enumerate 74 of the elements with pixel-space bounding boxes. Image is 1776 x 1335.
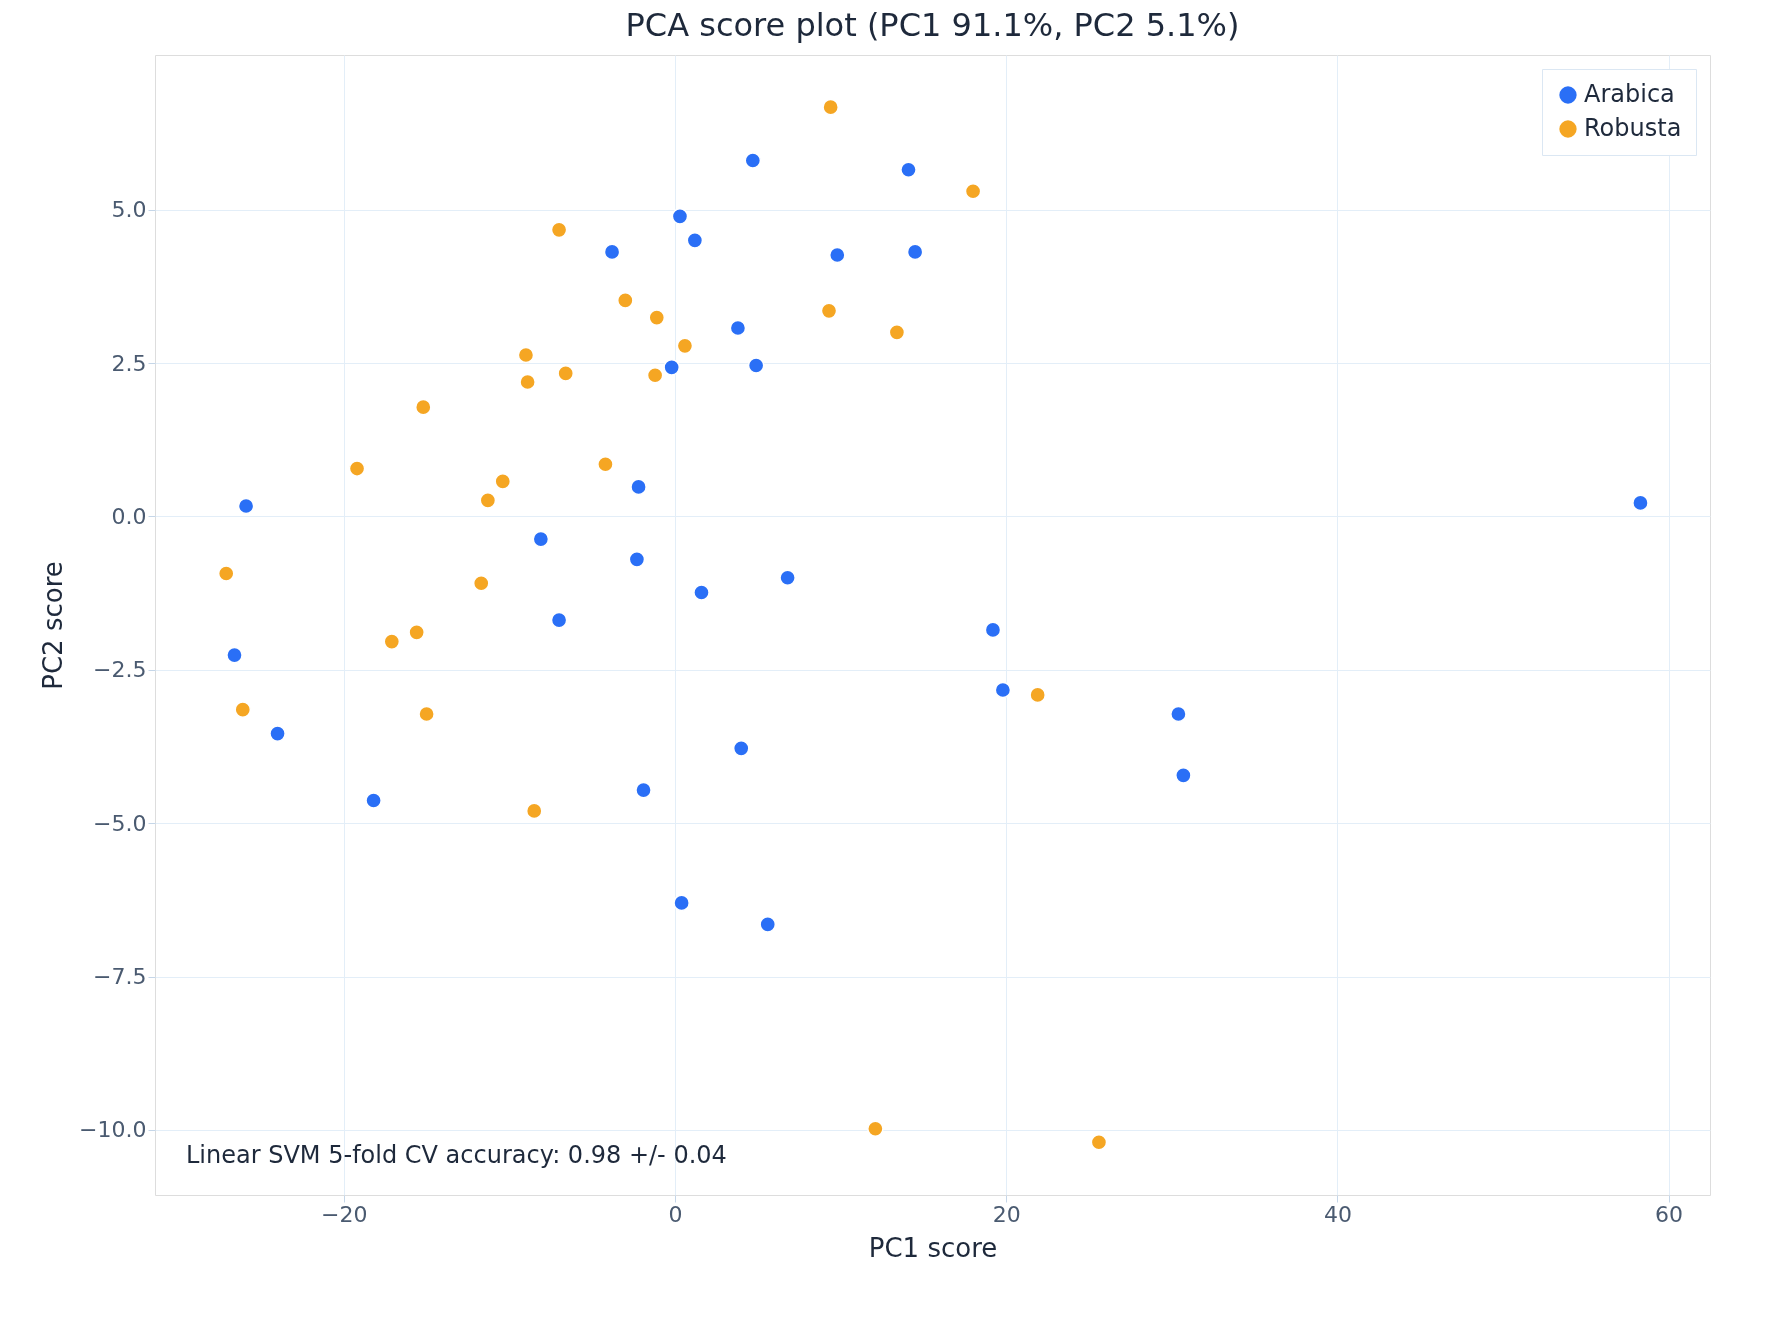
- point: [671, 208, 689, 225]
- point: [517, 346, 535, 364]
- point: [234, 701, 252, 718]
- point: [888, 324, 906, 341]
- y-tick-label: −10.0: [79, 1117, 147, 1143]
- point: [1170, 705, 1187, 723]
- point: [383, 633, 401, 650]
- point: [1090, 1133, 1108, 1151]
- x-tick-label: 0: [668, 1201, 683, 1227]
- point: [648, 309, 666, 326]
- point: [226, 646, 243, 664]
- legend-label: Robusta: [1584, 114, 1682, 142]
- point: [964, 182, 982, 200]
- point: [616, 292, 634, 309]
- point: [550, 611, 568, 629]
- point: [603, 243, 621, 261]
- point: [525, 802, 543, 820]
- point: [365, 792, 382, 809]
- point: [550, 221, 568, 239]
- point: [732, 740, 750, 757]
- point: [673, 894, 690, 912]
- point: [269, 725, 286, 742]
- point: [822, 98, 839, 116]
- point: [906, 243, 924, 261]
- point: [628, 551, 646, 568]
- y-tick-label: −2.5: [93, 657, 147, 683]
- point: [217, 565, 235, 582]
- point: [635, 781, 652, 799]
- point: [1632, 494, 1649, 512]
- point: [414, 398, 432, 416]
- y-axis-title: PC2 score: [38, 561, 69, 690]
- point: [867, 1120, 884, 1138]
- y-tick-label: 2.5: [111, 350, 147, 376]
- point: [779, 569, 796, 587]
- point: [472, 574, 490, 592]
- point: [994, 681, 1012, 699]
- x-tick-label: −20: [321, 1201, 368, 1227]
- point: [597, 455, 614, 473]
- point: [828, 246, 846, 264]
- legend-label: Arabica: [1584, 80, 1675, 108]
- y-tick-label: 0.0: [111, 503, 147, 529]
- point: [630, 478, 647, 496]
- point: [686, 231, 704, 249]
- point: [1029, 686, 1046, 704]
- point: [663, 358, 681, 376]
- point: [759, 916, 777, 933]
- point: [494, 473, 512, 490]
- point: [729, 319, 747, 337]
- point: [348, 460, 366, 477]
- point: [237, 497, 255, 515]
- annotation: Linear SVM 5-fold CV accuracy: 0.98 +/- 0.04: [186, 1141, 727, 1169]
- point: [519, 373, 536, 391]
- point: [984, 621, 1002, 639]
- point: [693, 584, 710, 601]
- x-tick-label: 40: [1323, 1201, 1352, 1227]
- x-tick-label: 60: [1655, 1201, 1684, 1227]
- point: [747, 357, 765, 374]
- point: [418, 705, 435, 723]
- point: [744, 152, 762, 169]
- point: [676, 337, 694, 355]
- x-tick-label: 20: [992, 1201, 1021, 1227]
- y-tick-label: −7.5: [93, 964, 147, 990]
- chart-title: PCA score plot (PC1 91.1%, PC2 5.1%): [625, 6, 1240, 44]
- point: [408, 624, 425, 641]
- point: [479, 492, 497, 509]
- point: [557, 365, 575, 382]
- x-axis-title: PC1 score: [868, 1232, 998, 1263]
- point: [820, 302, 838, 320]
- point: [532, 530, 550, 548]
- point: [646, 366, 664, 384]
- point: [900, 161, 917, 179]
- point: [1175, 767, 1192, 784]
- y-tick-label: 5.0: [111, 197, 147, 223]
- y-tick-label: −5.0: [93, 810, 147, 836]
